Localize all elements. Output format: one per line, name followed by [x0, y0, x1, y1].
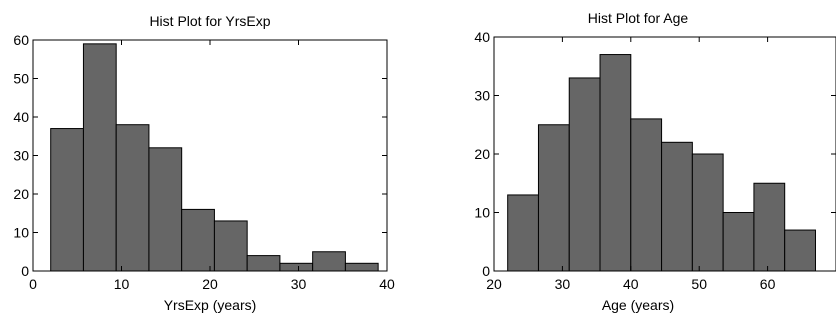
chart2-bar	[568, 77, 601, 272]
chart2-y-tick-label: 0	[482, 263, 490, 279]
chart1-title: Hist Plot for YrsExp	[149, 13, 270, 29]
chart2-bar	[691, 153, 724, 272]
chart1-bar	[82, 43, 117, 272]
chart1-bar	[344, 262, 379, 272]
chart1-bar	[115, 124, 150, 272]
chart1-bar	[213, 220, 248, 272]
chart2-y-tick-label: 30	[474, 88, 490, 104]
chart1-y-tick-label: 0	[21, 263, 29, 279]
chart1-bar	[181, 208, 215, 272]
chart1-y-tick-label: 20	[13, 186, 29, 202]
chart2-x-tick-label: 20	[486, 276, 502, 292]
chart2-bar	[753, 182, 786, 272]
chart2-bar	[507, 194, 539, 272]
chart2-title: Hist Plot for Age	[588, 10, 689, 26]
chart2-bar	[630, 118, 663, 272]
chart1-x-tick-label: 20	[202, 276, 218, 292]
chart1-bar	[148, 147, 183, 272]
chart2-bar	[537, 124, 570, 272]
chart2-bar	[722, 212, 755, 272]
chart1-bar	[279, 262, 314, 272]
chart1-bar	[50, 128, 84, 272]
chart1-bar	[246, 255, 281, 272]
chart2-bar	[661, 141, 693, 272]
chart1-y-tick-label: 30	[13, 148, 29, 164]
chart1-x-tick-label: 40	[379, 276, 395, 292]
chart1-x-axis-label: YrsExp (years)	[164, 297, 257, 313]
chart2-x-tick-label: 30	[555, 276, 571, 292]
chart1-y-tick-label: 60	[13, 32, 29, 48]
chart2-x-tick-label: 50	[691, 276, 707, 292]
chart1-x-tick-label: 10	[114, 276, 130, 292]
chart1-y-tick-label: 40	[13, 109, 29, 125]
chart1-x-tick-label: 30	[291, 276, 307, 292]
chart1-x-tick-label: 0	[29, 276, 37, 292]
chart2-bar	[599, 54, 632, 272]
chart2-x-axis-label: Age (years)	[602, 297, 674, 313]
chart1-y-tick-label: 50	[13, 71, 29, 87]
chart2-bar	[784, 229, 816, 272]
chart2-y-tick-label: 40	[474, 29, 490, 45]
chart2-x-tick-label: 60	[760, 276, 776, 292]
chart1-bar	[312, 251, 346, 272]
chart2-y-tick-label: 10	[474, 205, 490, 221]
chart2-y-tick-label: 20	[474, 146, 490, 162]
chart2-x-tick-label: 40	[623, 276, 639, 292]
chart1-y-tick-label: 10	[13, 225, 29, 241]
